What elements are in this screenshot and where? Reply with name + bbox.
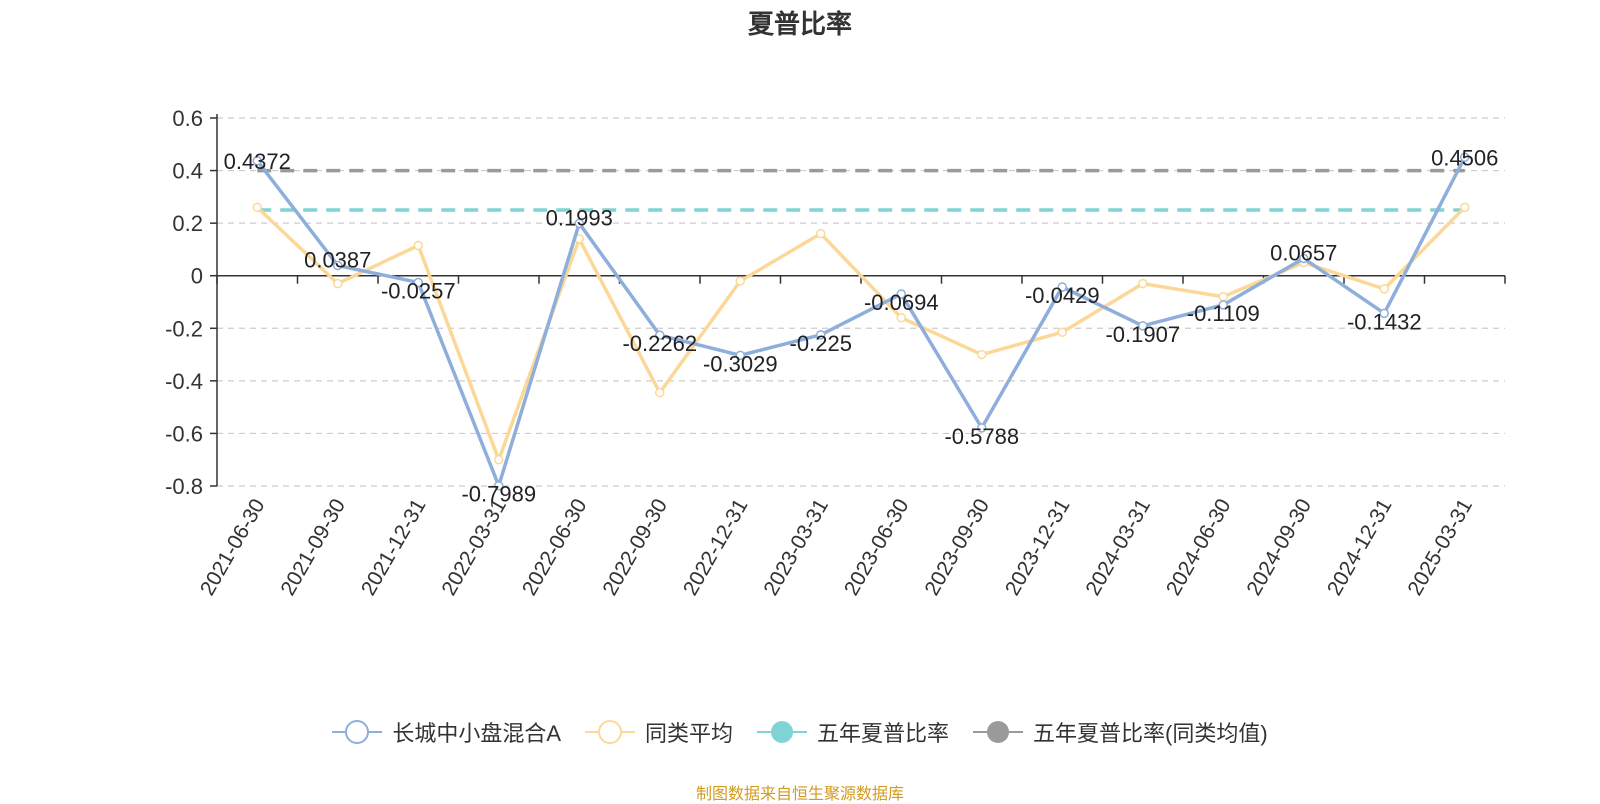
legend-item-fund[interactable]: 长城中小盘混合A bbox=[332, 716, 561, 748]
series-lines bbox=[252, 152, 1470, 491]
y-tick-label: 0.2 bbox=[172, 211, 203, 236]
data-point bbox=[1379, 308, 1389, 319]
y-axis: 0.6 0.4 0.2 0 -0.2 -0.4 -0.6 -0.8 bbox=[165, 106, 218, 499]
y-tick-label: 0.4 bbox=[172, 159, 203, 184]
y-tick-label: 0 bbox=[191, 264, 203, 289]
data-label: -0.7989 bbox=[461, 482, 536, 507]
legend-label: 同类平均 bbox=[645, 721, 734, 746]
data-point bbox=[1057, 282, 1067, 292]
data-label: 0.4372 bbox=[224, 149, 291, 174]
x-tick-label: 2024-06-30 bbox=[1162, 495, 1236, 600]
legend-line-dot-icon bbox=[757, 721, 808, 743]
x-tick-label: 2022-03-31 bbox=[437, 495, 511, 600]
x-tick-label: 2023-03-31 bbox=[759, 495, 833, 600]
data-point bbox=[1218, 300, 1228, 310]
data-point bbox=[816, 330, 826, 340]
data-point bbox=[735, 350, 745, 361]
data-label: -0.0257 bbox=[381, 278, 456, 303]
legend-label: 长城中小盘混合A bbox=[392, 721, 561, 746]
data-label: 0.0387 bbox=[304, 248, 371, 273]
data-point bbox=[655, 330, 665, 340]
data-point bbox=[333, 260, 343, 271]
data-label: -0.0429 bbox=[1025, 283, 1100, 308]
x-tick-label: 2023-06-30 bbox=[840, 495, 914, 600]
x-tick-label: 2024-09-30 bbox=[1242, 495, 1316, 600]
legend-label: 五年夏普比率(同类均值) bbox=[1033, 721, 1268, 746]
data-point bbox=[977, 349, 987, 360]
data-point bbox=[574, 218, 584, 229]
y-tick-label: -0.2 bbox=[165, 316, 203, 341]
source-note: 制图数据来自恒生聚源数据库 bbox=[695, 786, 904, 803]
chart-title: 夏普比率 bbox=[747, 9, 852, 39]
data-point bbox=[1460, 152, 1470, 163]
data-point bbox=[413, 277, 423, 288]
x-axis: 2021-06-30 2021-09-30 2021-12-31 2022-03-31… bbox=[196, 274, 1506, 600]
legend-line-dot-icon bbox=[973, 721, 1024, 743]
data-label: 0.4506 bbox=[1431, 145, 1498, 170]
data-point bbox=[1460, 202, 1470, 213]
data-point bbox=[1218, 291, 1228, 302]
data-point bbox=[977, 423, 987, 433]
legend-label: 五年夏普比率 bbox=[817, 721, 950, 746]
legend-line-circle-icon bbox=[585, 720, 635, 744]
legend-item-five-year-peer[interactable]: 五年夏普比率(同类均值) bbox=[973, 716, 1268, 748]
data-point bbox=[1138, 321, 1148, 331]
data-point bbox=[896, 289, 906, 299]
data-label: -0.225 bbox=[790, 331, 852, 356]
data-point bbox=[1057, 327, 1067, 337]
data-point bbox=[655, 387, 665, 398]
data-point bbox=[735, 276, 745, 286]
data-label: -0.1432 bbox=[1347, 309, 1422, 334]
data-label: -0.0694 bbox=[864, 290, 939, 315]
x-tick-label: 2025-03-31 bbox=[1403, 495, 1477, 600]
legend-item-peer-average[interactable]: 同类平均 bbox=[585, 716, 733, 748]
data-point bbox=[1138, 278, 1148, 289]
x-tick-label: 2023-09-30 bbox=[920, 495, 994, 600]
data-label: -0.1907 bbox=[1105, 322, 1180, 347]
legend: 长城中小盘混合A 同类平均 五年夏普比率 五年夏普比率(同类均值) bbox=[0, 716, 1600, 748]
y-tick-label: -0.6 bbox=[165, 421, 203, 446]
x-tick-label: 2023-12-31 bbox=[1001, 495, 1075, 600]
x-tick-label: 2021-09-30 bbox=[276, 495, 350, 600]
x-tick-label: 2022-09-30 bbox=[598, 495, 672, 600]
data-label: 0.1993 bbox=[546, 205, 613, 230]
reference-lines bbox=[257, 168, 1465, 212]
data-point bbox=[413, 240, 423, 251]
data-label: -0.1109 bbox=[1187, 301, 1260, 326]
x-tick-label: 2022-12-31 bbox=[679, 495, 753, 600]
data-point bbox=[494, 480, 504, 491]
data-label: -0.3029 bbox=[703, 351, 778, 376]
x-tick-label: 2022-06-30 bbox=[518, 495, 592, 600]
x-tick-label: 2024-12-31 bbox=[1323, 495, 1397, 600]
series-line bbox=[255, 156, 1467, 488]
data-label: -0.2262 bbox=[622, 331, 697, 356]
x-tick-label: 2024-03-31 bbox=[1081, 495, 1155, 600]
data-point bbox=[896, 313, 906, 323]
data-label: 0.0657 bbox=[1270, 240, 1337, 265]
y-tick-label: -0.4 bbox=[165, 369, 203, 394]
data-point bbox=[333, 278, 343, 289]
data-point bbox=[816, 228, 826, 239]
y-tick-label: 0.6 bbox=[172, 106, 203, 131]
x-tick-label: 2021-12-31 bbox=[357, 495, 431, 600]
data-point bbox=[1299, 253, 1309, 264]
legend-line-circle-icon bbox=[332, 720, 383, 744]
x-tick-label: 2021-06-30 bbox=[196, 495, 270, 600]
data-point bbox=[252, 202, 262, 213]
data-label: -0.5788 bbox=[944, 424, 1019, 449]
data-point bbox=[494, 454, 504, 465]
data-point bbox=[1379, 284, 1389, 294]
y-tick-label: -0.8 bbox=[165, 474, 203, 499]
data-labels: 0.43720.0387-0.0257-0.79890.1993-0.2262-… bbox=[224, 145, 1499, 506]
legend-item-five-year[interactable]: 五年夏普比率 bbox=[757, 716, 949, 748]
data-point bbox=[252, 156, 262, 166]
